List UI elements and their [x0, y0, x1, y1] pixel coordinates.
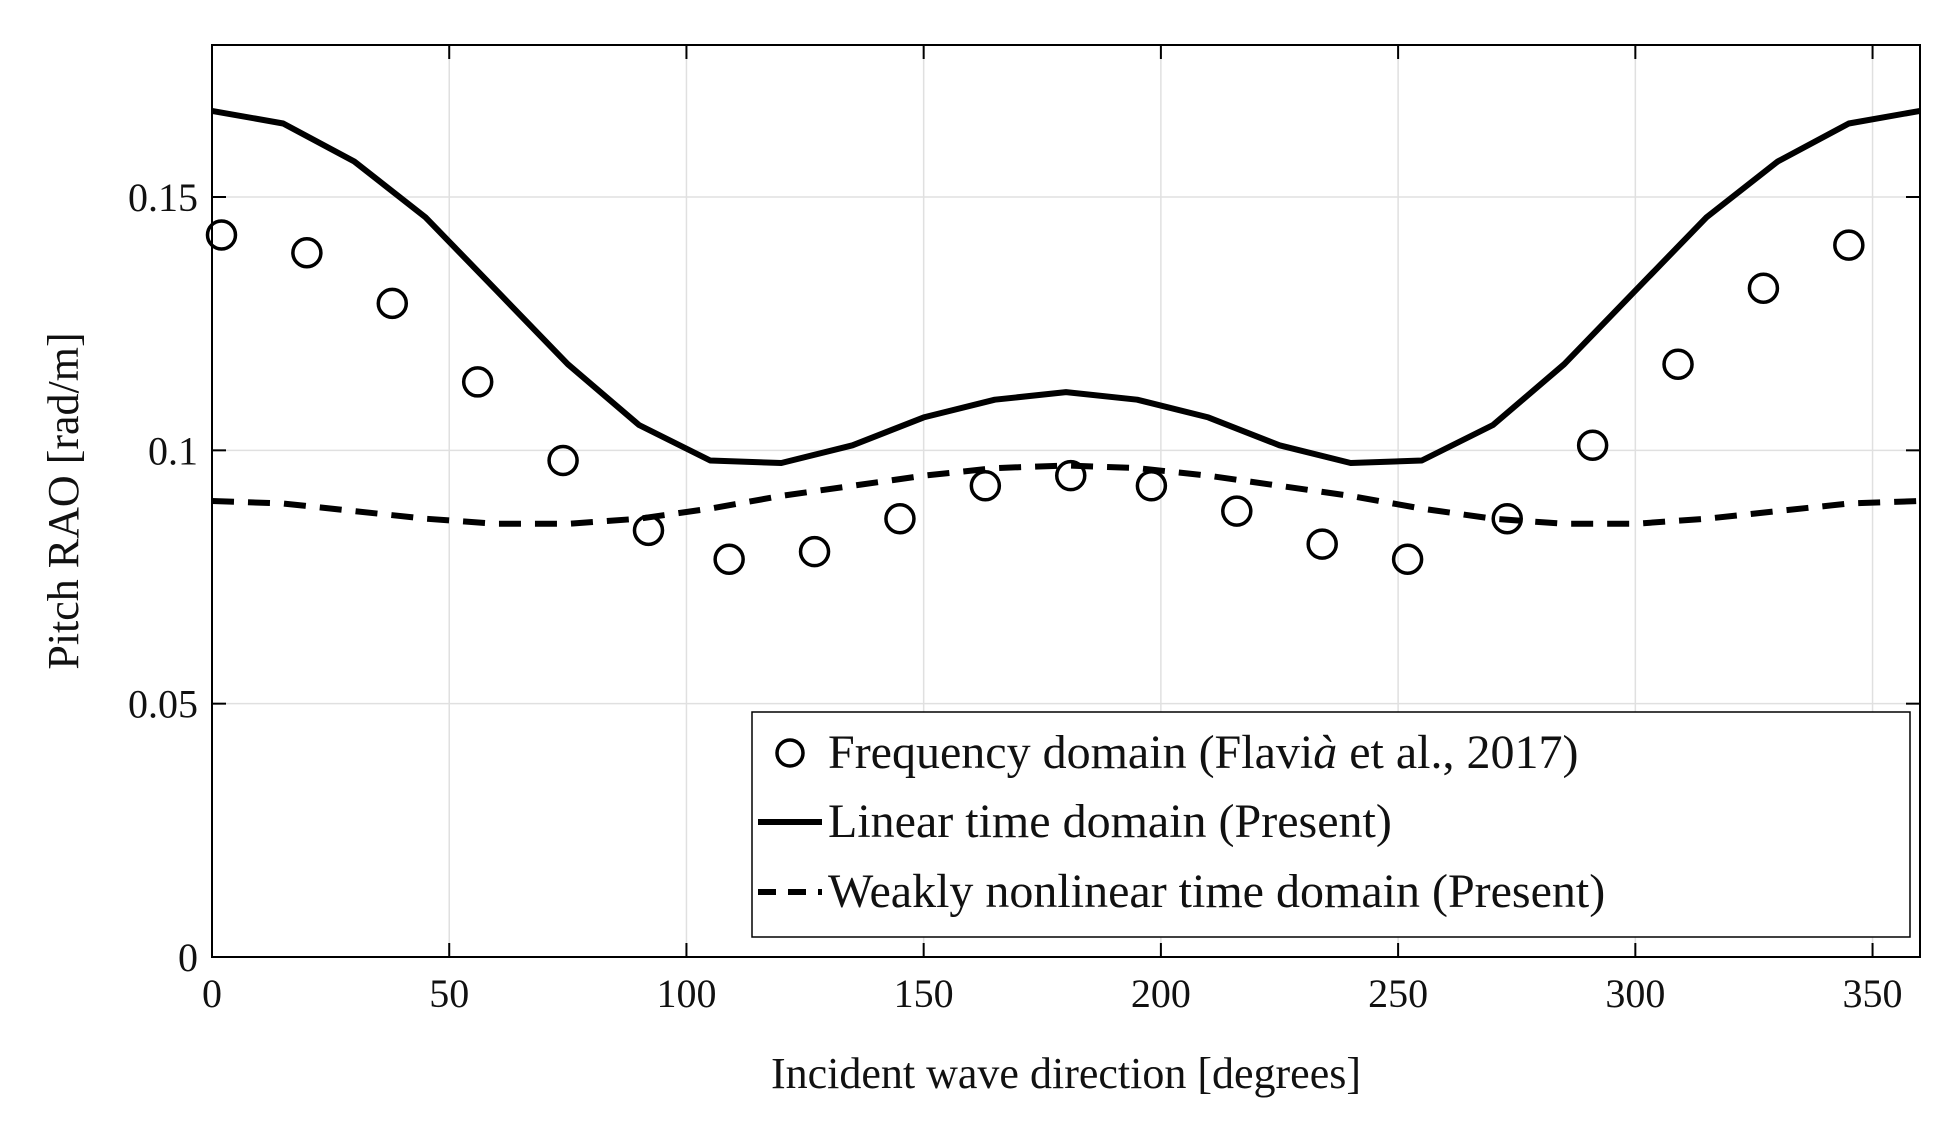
legend-label-linear: Linear time domain (Present) [828, 795, 1392, 848]
frequency-domain-marker [798, 535, 831, 568]
frequency-domain-marker [291, 236, 323, 269]
y-tick-label: 0.15 [128, 175, 198, 220]
frequency-domain-marker [376, 287, 409, 320]
frequency-domain-marker [713, 543, 745, 576]
y-tick-label: 0.05 [128, 682, 198, 727]
frequency-domain-marker [461, 366, 494, 398]
frequency-domain-marker [547, 444, 579, 477]
plot-frame [211, 44, 1921, 958]
frequency-domain-marker [1833, 229, 1865, 261]
x-tick-label: 0 [202, 971, 222, 1016]
x-tick-label: 150 [894, 971, 954, 1016]
y-tick-label: 0 [178, 935, 198, 980]
legend-label-part: Frequency domain (Flavi [828, 726, 1313, 779]
series-layer [205, 107, 1921, 576]
legend-label-frequency-domain: Frequency domain (Flavià et al., 2017) [828, 726, 1579, 779]
legend-box [751, 711, 1911, 938]
legend-label-accent-part: à [1313, 726, 1337, 779]
ticks: 0 50 100 150 200 250 300 350 0 0.05 0.1 0.15 [128, 45, 1920, 1016]
frequency-domain-marker [884, 502, 916, 535]
frequency-domain-marker [1221, 495, 1253, 527]
frequency-domain-marker [1391, 543, 1424, 576]
legend-label-weakly-nonlinear: Weakly nonlinear time domain (Present) [828, 865, 1605, 918]
x-tick-label: 50 [429, 971, 469, 1016]
legend: Frequency domain (Flavià et al., 2017) L… [751, 711, 1911, 938]
frequency-domain-marker [1576, 429, 1609, 462]
legend-marker-frequency-domain [775, 738, 805, 768]
frequency-domain-marker [1747, 272, 1780, 304]
y-tick-label: 0.1 [148, 428, 198, 473]
frequency-domain-marker [1054, 459, 1087, 492]
x-tick-label: 350 [1843, 971, 1903, 1016]
y-axis-title: Pitch RAO [rad/m] [39, 332, 88, 669]
linear-series-line [211, 107, 1921, 466]
x-axis-title: Incident wave direction [degrees] [771, 1049, 1361, 1098]
x-tick-label: 300 [1605, 971, 1665, 1016]
x-tick-label: 250 [1368, 971, 1428, 1016]
x-tick-label: 100 [656, 971, 716, 1016]
frequency-domain-marker [1306, 528, 1338, 560]
frequency-domain-marker [205, 219, 238, 251]
frequency-domain-marker [1662, 348, 1694, 380]
x-tick-label: 200 [1131, 971, 1191, 1016]
legend-label-part: et al., 2017) [1337, 726, 1578, 779]
